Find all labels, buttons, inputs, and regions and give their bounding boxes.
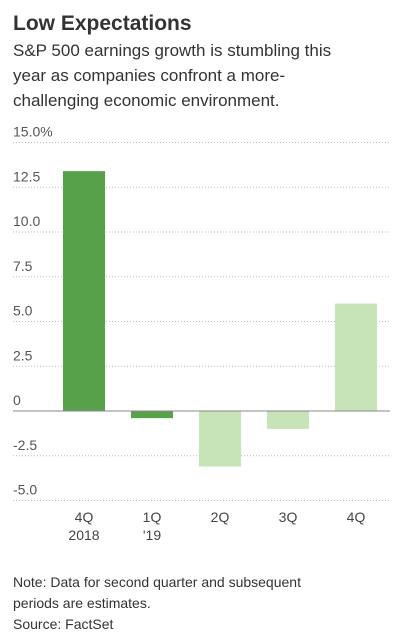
subtitle: challenging economic environment. xyxy=(13,91,280,110)
x-tick-label: 2Q xyxy=(211,509,230,525)
bar xyxy=(335,303,377,411)
y-tick-label: 0 xyxy=(13,392,21,408)
note: periods are estimates. xyxy=(13,595,151,611)
y-tick-label: 2.5 xyxy=(13,347,33,363)
x-tick-label: 1Q xyxy=(143,509,162,525)
bar xyxy=(199,411,241,467)
subtitle: S&P 500 earnings growth is stumbling thi… xyxy=(13,41,331,60)
x-tick-label: '19 xyxy=(143,527,161,543)
bar xyxy=(63,171,105,411)
note: Note: Data for second quarter and subseq… xyxy=(13,574,301,590)
y-tick-label: -5.0 xyxy=(13,482,37,498)
x-tick-label: 4Q xyxy=(347,509,366,525)
x-tick-label: 2018 xyxy=(68,527,99,543)
subtitle: year as companies confront a more- xyxy=(13,66,285,85)
y-tick-label: 10.0 xyxy=(13,213,40,229)
chart-title: Low Expectations xyxy=(13,12,192,35)
bar xyxy=(131,411,173,419)
note: Source: FactSet xyxy=(13,616,113,632)
x-tick-label: 3Q xyxy=(279,509,298,525)
y-tick-label: 5.0 xyxy=(13,303,33,319)
x-tick-label: 4Q xyxy=(75,509,94,525)
y-tick-label: 15.0% xyxy=(13,124,53,140)
y-tick-label: 7.5 xyxy=(13,258,33,274)
y-tick-label: -2.5 xyxy=(13,437,37,453)
bar xyxy=(267,411,309,429)
y-tick-label: 12.5 xyxy=(13,168,40,184)
